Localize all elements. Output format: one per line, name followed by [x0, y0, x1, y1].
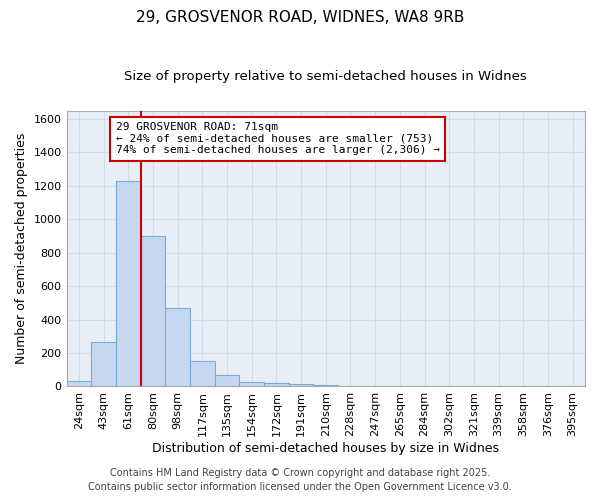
Bar	[116, 181, 140, 386]
X-axis label: Distribution of semi-detached houses by size in Widnes: Distribution of semi-detached houses by …	[152, 442, 499, 455]
Bar	[313, 385, 338, 386]
Bar	[264, 383, 289, 386]
Title: Size of property relative to semi-detached houses in Widnes: Size of property relative to semi-detach…	[124, 70, 527, 83]
Bar	[91, 342, 116, 386]
Bar	[67, 382, 91, 386]
Text: Contains HM Land Registry data © Crown copyright and database right 2025.
Contai: Contains HM Land Registry data © Crown c…	[88, 468, 512, 492]
Text: 29 GROSVENOR ROAD: 71sqm
← 24% of semi-detached houses are smaller (753)
74% of : 29 GROSVENOR ROAD: 71sqm ← 24% of semi-d…	[116, 122, 440, 156]
Bar	[239, 382, 264, 386]
Bar	[215, 375, 239, 386]
Bar	[190, 362, 215, 386]
Bar	[140, 236, 165, 386]
Bar	[165, 308, 190, 386]
Text: 29, GROSVENOR ROAD, WIDNES, WA8 9RB: 29, GROSVENOR ROAD, WIDNES, WA8 9RB	[136, 10, 464, 25]
Y-axis label: Number of semi-detached properties: Number of semi-detached properties	[15, 133, 28, 364]
Bar	[289, 384, 313, 386]
